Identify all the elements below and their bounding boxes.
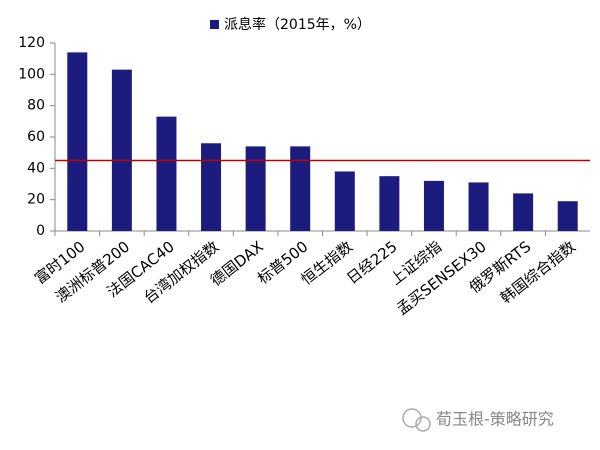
bar [111,69,132,231]
y-tick-label: 60 [27,129,45,145]
bar [557,201,578,231]
bar [513,193,534,231]
y-tick-label: 80 [27,98,45,114]
bar [423,180,444,231]
watermark: 荀玉根-策略研究 [436,410,554,429]
y-tick-label: 20 [27,192,45,208]
bar [67,52,88,232]
bar [379,176,400,231]
y-tick-label: 100 [18,66,45,82]
y-tick-label: 0 [36,223,45,239]
x-tick-label: 恒生指数 [298,238,356,289]
y-tick-label: 120 [18,35,45,51]
bar [290,146,311,231]
watermark-icon [402,408,431,432]
bar [334,171,355,231]
legend-label: 派息率（2015年，%） [224,16,371,33]
bar [245,146,266,231]
bar [201,143,222,231]
bar [468,182,489,231]
legend-swatch [210,20,219,29]
bar [156,116,177,231]
y-tick-label: 40 [27,160,45,176]
